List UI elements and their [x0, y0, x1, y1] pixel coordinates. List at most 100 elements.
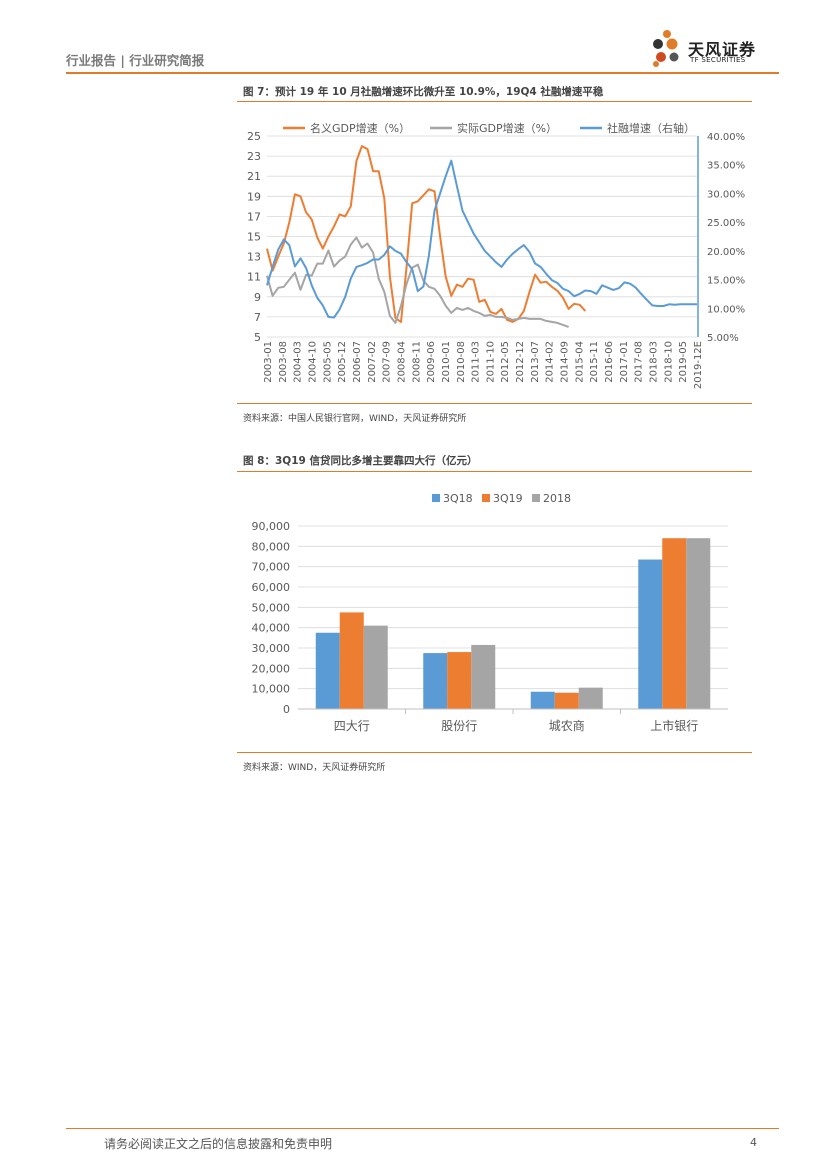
y-right-tick-label: 5.00% [707, 333, 739, 344]
bar [662, 538, 687, 709]
bar [447, 652, 472, 709]
y-right-tick-label: 25.00% [707, 218, 745, 229]
x-tick-label: 2004-03 [293, 341, 304, 383]
legend-swatch [532, 494, 540, 502]
footer-divider [66, 1128, 779, 1129]
x-tick-label: 2008-04 [396, 341, 407, 383]
bar [471, 644, 496, 709]
legend-label: 名义GDP增速（%） [310, 121, 410, 135]
y-left-tick-label: 25 [247, 130, 261, 143]
x-tick-label: 2007-02 [367, 341, 378, 383]
y-left-tick-label: 15 [247, 231, 261, 244]
legend-swatch [482, 494, 490, 502]
y-right-tick-label: 20.00% [707, 247, 745, 258]
y-right-tick-label: 40.00% [707, 132, 745, 143]
x-tick-label: 2014-02 [545, 341, 556, 383]
y-tick-label: 10,000 [252, 683, 291, 696]
x-tick-label: 2003-08 [278, 341, 289, 383]
x-tick-label: 2019-12E [693, 341, 704, 389]
figure7-source: 资料来源：中国人民银行官网，WIND，天风证券研究所 [243, 414, 467, 424]
header-divider [66, 72, 779, 74]
series-line [266, 159, 697, 319]
x-tick-label: 2011-03 [471, 341, 482, 383]
category-label: 上市银行 [650, 718, 698, 733]
legend-label: 社融增速（右轴） [607, 121, 695, 135]
y-tick-label: 20,000 [252, 662, 291, 675]
bar [423, 653, 448, 709]
y-left-tick-label: 23 [247, 150, 261, 163]
bar [638, 559, 663, 709]
category-label: 四大行 [334, 719, 370, 733]
y-tick-label: 50,000 [252, 601, 291, 614]
y-right-tick-label: 15.00% [707, 276, 745, 287]
y-tick-label: 60,000 [252, 581, 291, 594]
x-tick-label: 2018-03 [649, 341, 660, 383]
bar [363, 625, 388, 709]
x-tick-label: 2015-11 [589, 341, 600, 383]
x-tick-label: 2013-07 [530, 341, 541, 383]
figure8-source: 资料来源：WIND，天风证券研究所 [243, 763, 386, 773]
y-tick-label: 30,000 [252, 642, 291, 655]
x-tick-label: 2017-01 [619, 341, 630, 383]
x-tick-label: 2010-08 [456, 341, 467, 383]
y-left-tick-label: 17 [247, 210, 261, 223]
logo-subtext: TF SECURITIES [690, 56, 746, 64]
y-tick-label: 70,000 [252, 561, 291, 574]
legend-label: 3Q18 [443, 492, 473, 505]
bar [554, 692, 579, 709]
x-tick-label: 2005-12 [337, 341, 348, 383]
y-tick-label: 80,000 [252, 540, 291, 553]
bar [315, 632, 340, 709]
figure8-title: 图 8：3Q19 信贷同比多增主要靠四大行（亿元） [243, 455, 478, 467]
figure7-title: 图 7：预计 19 年 10 月社融增速环比微升至 10.9%，19Q4 社融增… [243, 86, 604, 98]
legend-swatch [432, 494, 440, 502]
x-tick-label: 2019-05 [678, 341, 689, 383]
figure7-top-rule [237, 101, 752, 102]
figure8-top-rule [237, 471, 752, 472]
y-tick-label: 40,000 [252, 622, 291, 635]
y-left-tick-label: 11 [247, 271, 261, 284]
category-label: 股份行 [441, 719, 477, 733]
company-logo-icon [653, 30, 679, 67]
x-tick-label: 2009-06 [426, 341, 437, 383]
legend-label: 实际GDP增速（%） [457, 121, 557, 135]
y-left-tick-label: 21 [247, 170, 261, 183]
disclaimer-text: 请务必阅读正文之后的信息披露和免责申明 [104, 1137, 333, 1151]
y-right-tick-label: 30.00% [707, 189, 745, 200]
page-number: 4 [750, 1136, 757, 1149]
bar [530, 691, 555, 709]
x-tick-label: 2011-10 [485, 341, 496, 383]
series-line [266, 145, 587, 323]
x-tick-label: 2008-11 [411, 341, 422, 383]
x-tick-label: 2005-05 [322, 341, 333, 383]
y-tick-label: 90,000 [252, 520, 291, 533]
category-label: 城农商 [549, 718, 585, 733]
x-tick-label: 2017-08 [634, 341, 645, 383]
y-right-tick-label: 35.00% [707, 161, 745, 172]
x-tick-label: 2012-12 [515, 341, 526, 383]
x-tick-label: 2014-09 [560, 341, 571, 383]
x-tick-label: 2016-06 [604, 341, 615, 383]
legend-label: 3Q19 [493, 492, 523, 505]
x-tick-label: 2015-04 [574, 341, 585, 383]
bar [686, 538, 711, 709]
y-left-tick-label: 9 [254, 291, 261, 304]
x-tick-label: 2012-05 [500, 341, 511, 383]
figure7-bottom-rule [237, 403, 752, 404]
legend-label: 2018 [543, 492, 571, 505]
x-tick-label: 2007-09 [382, 341, 393, 383]
x-tick-label: 2003-01 [263, 341, 274, 383]
series-line [266, 236, 569, 328]
report-type-label: 行业报告 | 行业研究简报 [66, 53, 205, 68]
bar [339, 612, 364, 709]
x-tick-label: 2004-10 [307, 341, 318, 383]
x-tick-label: 2010-01 [441, 341, 452, 383]
y-left-tick-label: 19 [247, 190, 261, 203]
y-left-tick-label: 13 [247, 251, 261, 264]
figure8-bottom-rule [237, 752, 752, 753]
y-left-tick-label: 5 [254, 331, 261, 344]
y-left-tick-label: 7 [254, 311, 261, 324]
y-right-tick-label: 10.00% [707, 304, 745, 315]
